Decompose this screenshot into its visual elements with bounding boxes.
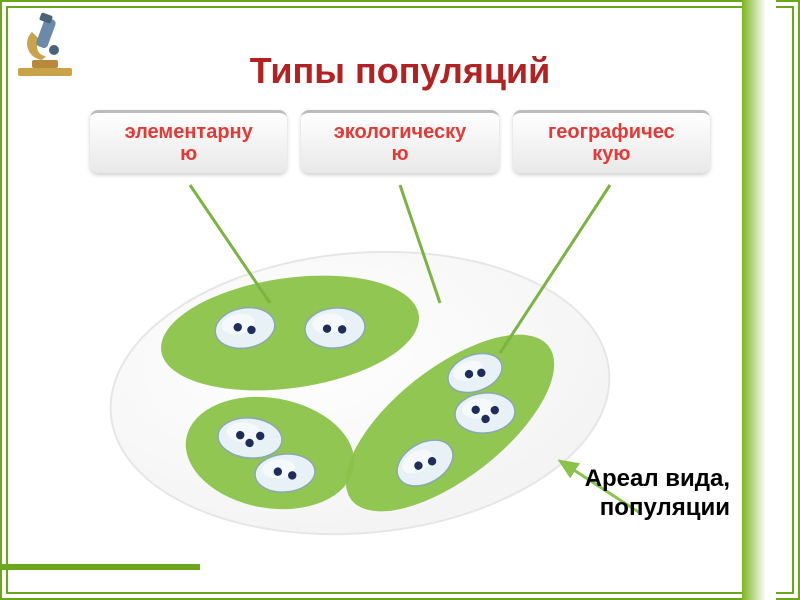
tab-ecological: экологическую [301,110,498,173]
content-area: Типы популяций элементарную экологическу… [70,50,730,580]
accent-strip-right [742,0,776,600]
diagram-area: Ареал вида,популяции [70,173,730,553]
page-title: Типы популяций [70,50,730,92]
caption-areal: Ареал вида,популяции [585,465,730,523]
tabs-row: элементарную экологическую географическу… [90,110,710,173]
tab-elementary: элементарную [90,110,287,173]
tab-geographic: географическую [513,110,710,173]
